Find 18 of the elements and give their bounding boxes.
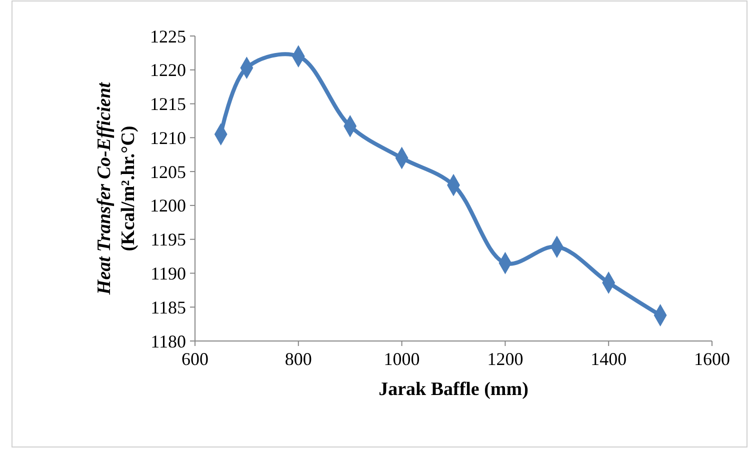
y-tick-label: 1220 [150, 60, 186, 80]
y-tick-label: 1225 [150, 26, 186, 46]
x-tick-label: 600 [182, 349, 208, 369]
y-tick-label: 1205 [150, 162, 186, 182]
y-axis-title: Heat Transfer Co-Efficient (Kcal/m².hr.°C) [94, 82, 139, 296]
x-axis-title: Jarak Baffle (mm) [378, 379, 528, 400]
x-tick-label: 1600 [694, 349, 730, 369]
x-tick-label: 800 [284, 349, 312, 369]
y-tick-label: 1190 [150, 264, 186, 284]
x-tick-label: 1400 [590, 349, 627, 369]
y-tick-label: 1215 [150, 94, 186, 114]
x-tick-label: 1000 [384, 349, 420, 369]
y-tick-label: 1195 [150, 230, 186, 250]
y-tick-label: 1200 [150, 196, 186, 216]
y-tick-label: 1210 [150, 128, 186, 148]
x-tick-label: 1200 [487, 349, 524, 369]
y-tick-label: 1185 [150, 297, 186, 318]
y-tick-label: 1180 [150, 331, 186, 352]
